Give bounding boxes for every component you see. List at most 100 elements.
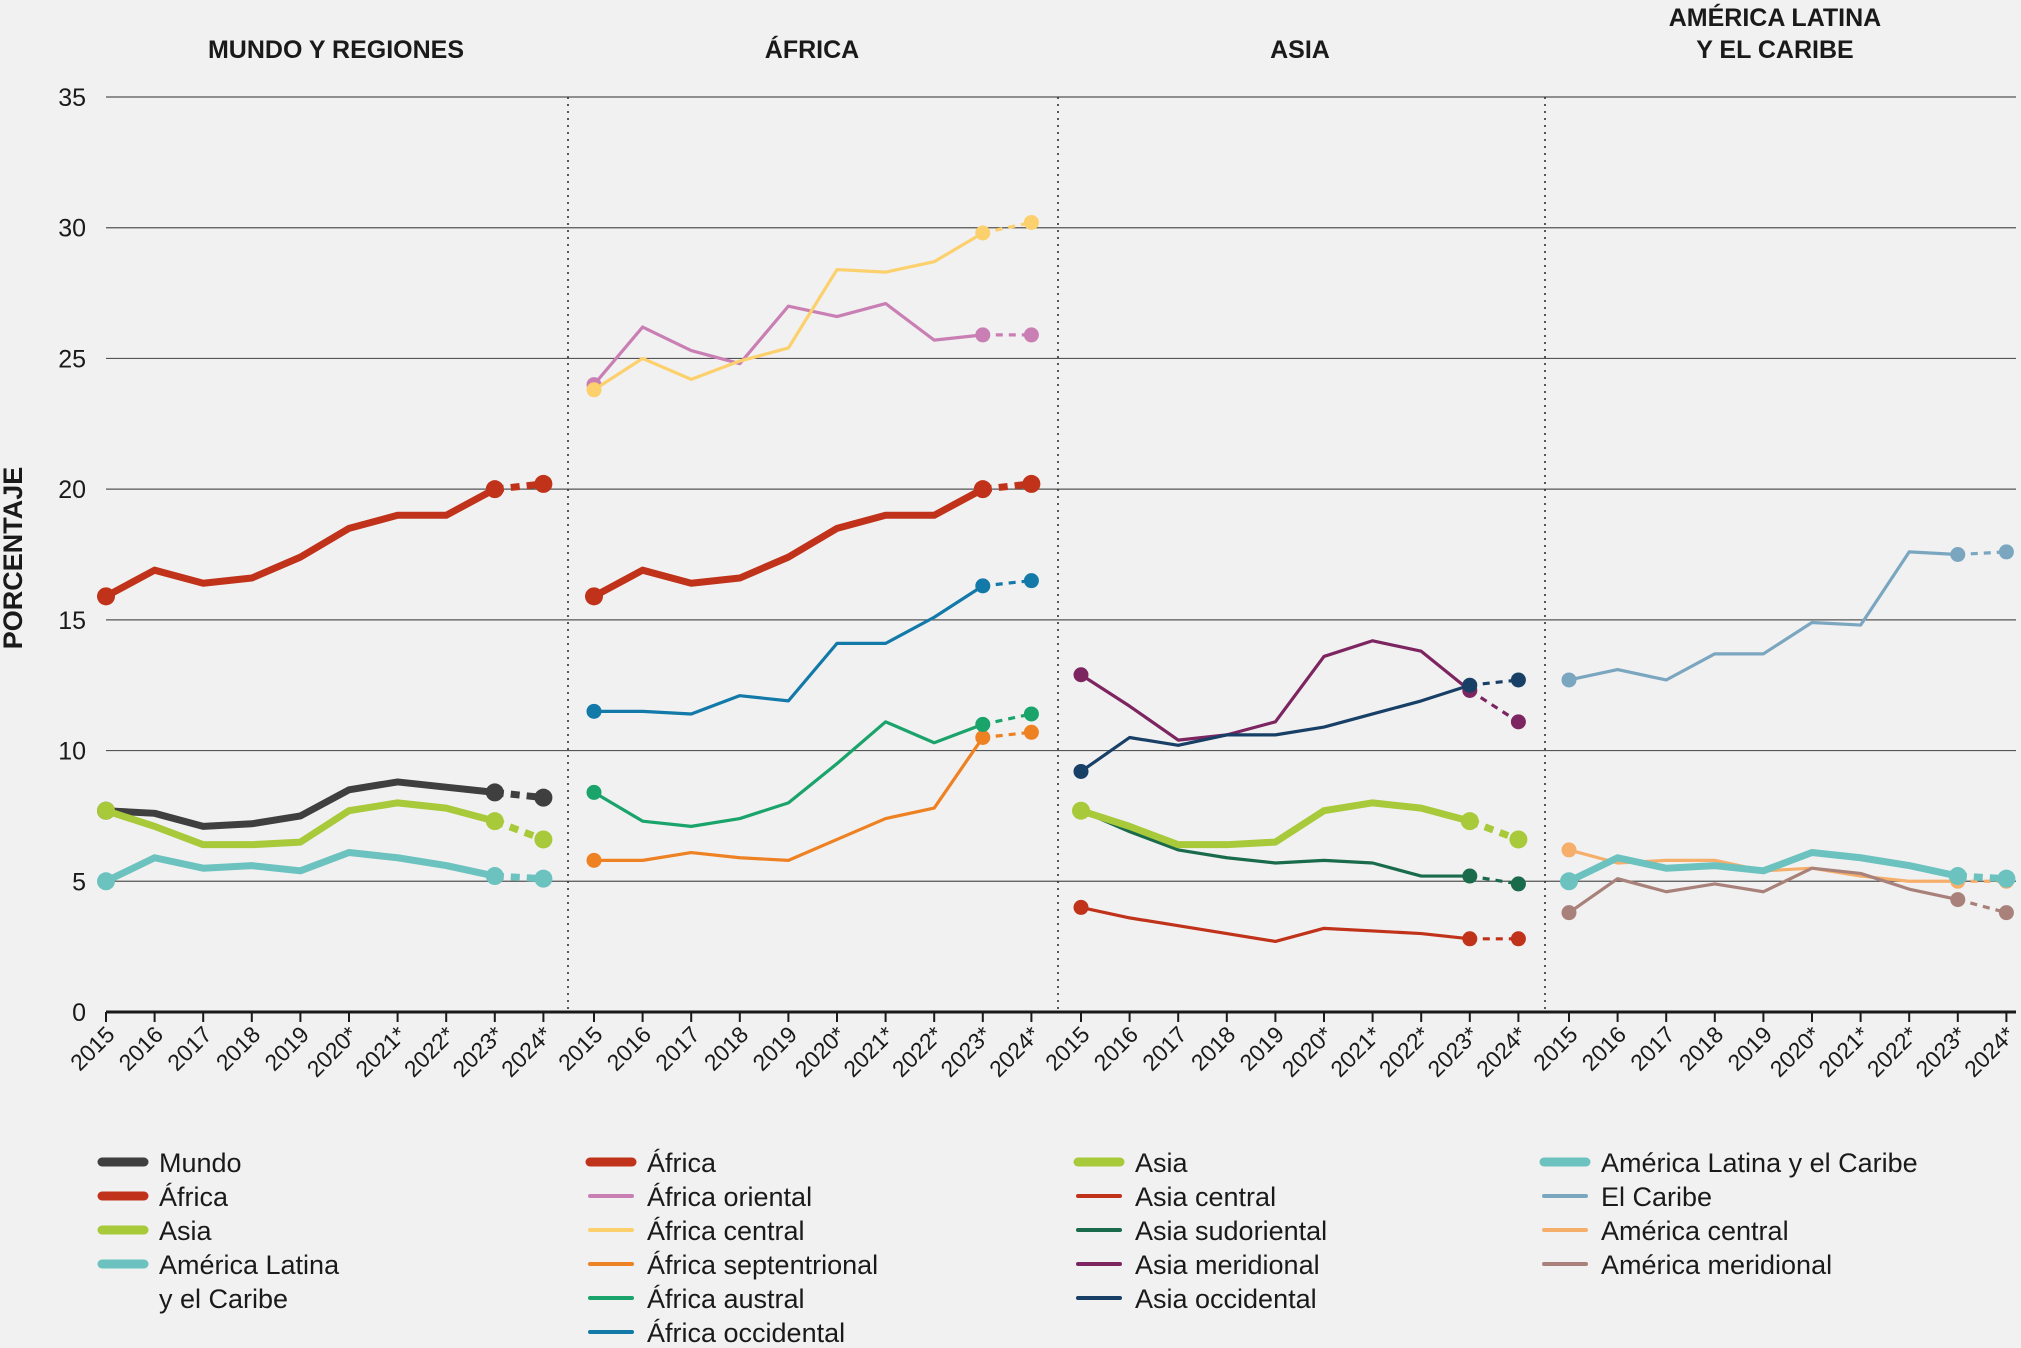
data-point xyxy=(97,872,115,891)
x-tick-label: 2017 xyxy=(1625,1021,1680,1076)
data-point xyxy=(534,830,553,849)
series-america-latina-america-latina-y-el-caribe xyxy=(1560,849,2016,891)
legend-label: América meridional xyxy=(1601,1250,1832,1280)
x-tick-label: 2024* xyxy=(1471,1021,1532,1082)
x-tick-label: 2017 xyxy=(650,1021,705,1076)
data-point xyxy=(1998,544,2014,560)
x-tick-label: 2024* xyxy=(496,1021,557,1082)
legend-label: América Latina y el Caribe xyxy=(1601,1148,1918,1178)
data-point xyxy=(1072,801,1090,820)
series-line xyxy=(102,849,499,885)
panel-title-mundo-y-regiones: MUNDO Y REGIONES xyxy=(208,36,464,64)
x-tick-label: 2018 xyxy=(1186,1021,1241,1076)
series-line xyxy=(592,231,985,392)
legend-label: El Caribe xyxy=(1601,1182,1712,1212)
data-point xyxy=(97,801,115,820)
series-line xyxy=(102,799,499,849)
legend-item-asia: Asia xyxy=(97,1216,213,1246)
series-line xyxy=(592,735,985,862)
legend-label: Asia meridional xyxy=(1135,1250,1320,1280)
x-tick-label: 2016 xyxy=(602,1021,657,1076)
data-point xyxy=(97,587,115,606)
x-tick-label: 2022* xyxy=(887,1021,948,1082)
legend-item-el-caribe: El Caribe xyxy=(1542,1182,1712,1212)
x-tick-label: 2022* xyxy=(1862,1021,1923,1082)
legend-item-america-meridional: América meridional xyxy=(1542,1250,1832,1280)
data-point xyxy=(485,812,504,831)
data-point xyxy=(1462,931,1478,947)
series-line xyxy=(592,301,985,387)
series-africa-africa-oriental xyxy=(586,301,1039,393)
x-tick-label: 2023* xyxy=(1422,1021,1483,1082)
data-point xyxy=(1462,868,1478,884)
legend-item-asia: Asia xyxy=(1073,1148,1189,1178)
series-line xyxy=(1079,809,1472,878)
legend-label: África occidental xyxy=(647,1318,845,1343)
legend-label: África austral xyxy=(647,1284,805,1314)
series-mundo-y-regiones-asia xyxy=(97,799,553,849)
series-projection xyxy=(1469,874,1519,886)
x-tick-label: 2021* xyxy=(838,1021,899,1082)
series-line xyxy=(592,584,985,716)
legend-item-asia-central: Asia central xyxy=(1076,1182,1276,1212)
data-point xyxy=(975,225,991,241)
x-tick-label: 2021* xyxy=(1325,1021,1386,1082)
data-point xyxy=(973,480,992,499)
data-point xyxy=(585,587,603,606)
x-tick-label: 2020* xyxy=(790,1021,851,1082)
data-point xyxy=(586,703,602,719)
series-projection xyxy=(1957,550,2007,557)
x-tick-label: 2015 xyxy=(65,1021,120,1076)
data-point xyxy=(1073,899,1089,915)
legend-label: África xyxy=(159,1182,229,1212)
series-projection xyxy=(1469,678,1519,687)
data-point xyxy=(485,867,504,886)
data-point xyxy=(975,578,991,594)
data-point xyxy=(1561,905,1577,921)
series-projection xyxy=(1957,898,2007,915)
y-tick-label: 0 xyxy=(72,999,86,1027)
legend-label: África central xyxy=(647,1216,805,1246)
data-point xyxy=(1510,714,1526,730)
x-tick-label: 2022* xyxy=(1374,1021,1435,1082)
panel-title-africa: ÁFRICA xyxy=(765,35,859,64)
y-tick-label: 20 xyxy=(58,476,86,504)
series-lines xyxy=(97,214,2016,947)
legend-item-africa-austral: África austral xyxy=(588,1284,805,1314)
series-projection xyxy=(982,730,1032,740)
data-point xyxy=(1023,573,1039,589)
data-point xyxy=(1073,763,1089,779)
series-line xyxy=(1565,849,1962,885)
series-mundo-y-regiones-america-latina-y-el-caribe xyxy=(97,849,553,891)
legend-item-africa: África xyxy=(97,1182,229,1212)
x-tick-label: 2018 xyxy=(1674,1021,1729,1076)
data-point xyxy=(1023,214,1039,230)
data-point xyxy=(1560,872,1578,891)
series-line xyxy=(1079,905,1472,944)
series-america-latina-america-meridional xyxy=(1561,866,2014,921)
legend-item-america-latina-y-el-caribe: América Latina y el Caribe xyxy=(1539,1148,1918,1178)
series-projection xyxy=(982,579,1032,588)
data-point xyxy=(1561,672,1577,688)
y-tick-label: 25 xyxy=(58,345,86,373)
x-tick-label: 2020* xyxy=(1277,1021,1338,1082)
legend: Mundo África Asia América Latina y el Caribe… xyxy=(97,1148,1918,1348)
data-point xyxy=(975,730,991,745)
data-point xyxy=(975,716,991,732)
panel-titles: MUNDO Y REGIONES ÁFRICA ASIA AMÉRICA LATINA… xyxy=(208,3,1881,64)
y-tick-label: 5 xyxy=(72,868,86,896)
x-tick-label: 2020* xyxy=(1765,1021,1826,1082)
data-point xyxy=(1997,869,2016,888)
x-tick-label: 2015 xyxy=(1040,1021,1095,1076)
series-line xyxy=(1079,683,1472,774)
panel-title-america-latina: AMÉRICA LATINA Y EL CARIBE xyxy=(1669,3,1881,64)
series-africa-africa-septentrional xyxy=(586,724,1039,868)
series-asia-asia-central xyxy=(1073,899,1526,947)
series-asia-asia-occidental xyxy=(1073,672,1526,779)
data-point xyxy=(975,327,991,343)
legend-item-africa-oriental: África oriental xyxy=(588,1182,812,1212)
x-tick-label: 2017 xyxy=(1137,1021,1192,1076)
series-asia-asia xyxy=(1072,799,1528,849)
data-point xyxy=(1510,876,1526,892)
